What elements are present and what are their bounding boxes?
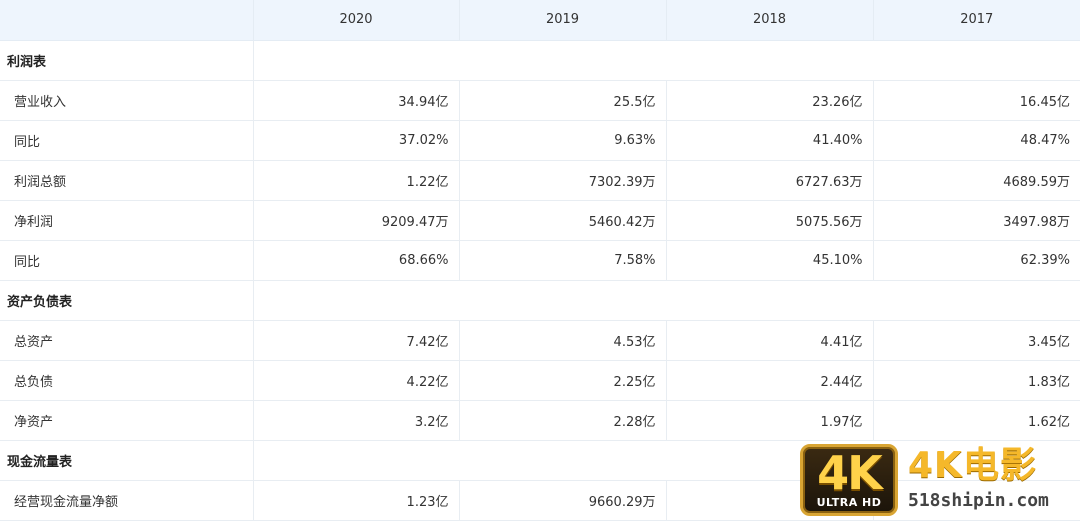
cell-value: 41.40% [666,120,874,161]
cell-value: 6727.63万 [666,160,874,201]
section-row-cash-flow: 现金流量表 [0,440,1080,481]
section-fill [253,440,1080,481]
section-title: 利润表 [0,40,254,81]
row-label: 同比 [0,240,254,281]
table-row: 利润总额 1.22亿 7302.39万 6727.63万 4689.59万 [0,160,1080,201]
cell-value [873,480,1080,521]
row-label: 总负债 [0,360,254,401]
badge-subtext: ULTRA HD [816,496,882,509]
cell-value: 2.28亿 [459,400,667,441]
badge-text: 4K [817,446,883,500]
table-row: 总资产 7.42亿 4.53亿 4.41亿 3.45亿 [0,320,1080,361]
section-fill [253,280,1080,321]
cell-value: 68.66% [253,240,460,281]
table-row: 经营现金流量净额 1.23亿 9660.29万 [0,480,1080,521]
year-header-2017[interactable]: 2017 [873,0,1080,41]
section-row-balance-sheet: 资产负债表 [0,280,1080,321]
row-label: 营业收入 [0,80,254,121]
cell-value: 3.2亿 [253,400,460,441]
cell-value: 7.42亿 [253,320,460,361]
ultra-hd-badge-icon: 4K ULTRA HD [800,444,898,516]
header-corner [0,0,254,41]
row-label: 利润总额 [0,160,254,201]
row-label: 净利润 [0,200,254,241]
table-row: 总负债 4.22亿 2.25亿 2.44亿 1.83亿 [0,360,1080,401]
cell-value: 1.23亿 [253,480,460,521]
table-row: 营业收入 34.94亿 25.5亿 23.26亿 16.45亿 [0,80,1080,121]
year-header-2018[interactable]: 2018 [666,0,874,41]
row-label: 净资产 [0,400,254,441]
watermark-title: 4K电影 [908,445,1037,486]
cell-value: 9660.29万 [459,480,667,521]
cell-value: 62.39% [873,240,1080,281]
table-row: 净资产 3.2亿 2.28亿 1.97亿 1.62亿 [0,400,1080,441]
cell-value: 7.58% [459,240,667,281]
row-label: 总资产 [0,320,254,361]
section-row-income-statement: 利润表 [0,40,1080,81]
year-header-2019[interactable]: 2019 [459,0,667,41]
cell-value: 45.10% [666,240,874,281]
table-row: 同比 68.66% 7.58% 45.10% 62.39% [0,240,1080,281]
cell-value: 3.45亿 [873,320,1080,361]
cell-value: 2.44亿 [666,360,874,401]
cell-value: 5460.42万 [459,200,667,241]
cell-value: 7302.39万 [459,160,667,201]
header-row: 2020 2019 2018 2017 [0,0,1080,41]
cell-value: 23.26亿 [666,80,874,121]
cell-value: 4.22亿 [253,360,460,401]
cell-value: 4.53亿 [459,320,667,361]
cell-value: 1.97亿 [666,400,874,441]
table-row: 同比 37.02% 9.63% 41.40% 48.47% [0,120,1080,161]
cell-value: 1.22亿 [253,160,460,201]
cell-value: 1.62亿 [873,400,1080,441]
section-title: 现金流量表 [0,440,254,481]
section-title: 资产负债表 [0,280,254,321]
row-label: 经营现金流量净额 [0,480,254,521]
cell-value: 9209.47万 [253,200,460,241]
cell-value: 34.94亿 [253,80,460,121]
watermark-url: 518shipin.com [908,490,1049,511]
cell-value: 5075.56万 [666,200,874,241]
section-fill [253,40,1080,81]
cell-value: 1.83亿 [873,360,1080,401]
cell-value: 4689.59万 [873,160,1080,201]
table-row: 净利润 9209.47万 5460.42万 5075.56万 3497.98万 [0,200,1080,241]
cell-value: 16.45亿 [873,80,1080,121]
row-label: 同比 [0,120,254,161]
cell-value: 2.25亿 [459,360,667,401]
cell-value: 25.5亿 [459,80,667,121]
year-header-2020[interactable]: 2020 [253,0,460,41]
cell-value: 37.02% [253,120,460,161]
cell-value: 4.41亿 [666,320,874,361]
watermark-logo: 4K ULTRA HD 4K电影 518shipin.com [800,444,1072,518]
cell-value: 9.63% [459,120,667,161]
cell-value: 48.47% [873,120,1080,161]
cell-value: 3497.98万 [873,200,1080,241]
